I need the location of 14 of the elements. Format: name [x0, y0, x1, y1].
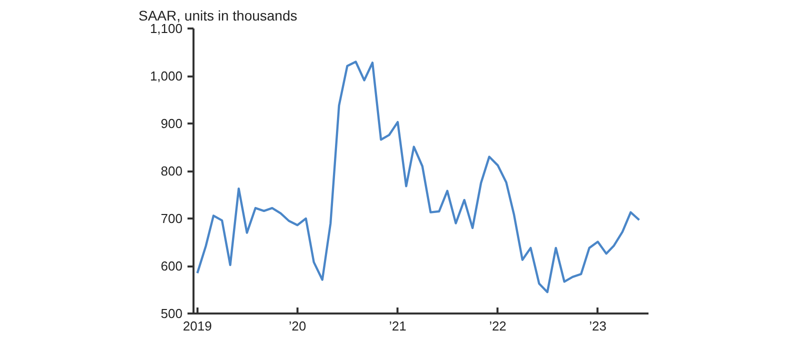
x-tick-label: ’23: [589, 318, 606, 334]
y-tick-label: 1,000: [150, 68, 183, 84]
y-tick-label: 600: [160, 258, 183, 274]
y-axis-title: SAAR, units in thousands: [138, 8, 298, 24]
y-tick-label: 700: [160, 211, 183, 226]
y-tick-label: 900: [160, 116, 183, 131]
x-tick-label: ’22: [489, 318, 506, 334]
x-tick-label: 2019: [182, 318, 212, 334]
y-tick-label: 500: [160, 306, 183, 321]
y-tick-label: 800: [160, 164, 183, 178]
line-series: [196, 60, 640, 294]
x-tick-label: ’20: [288, 318, 306, 334]
y-tick-label: 1,100: [150, 21, 183, 36]
x-tick-label: ’21: [389, 318, 406, 334]
